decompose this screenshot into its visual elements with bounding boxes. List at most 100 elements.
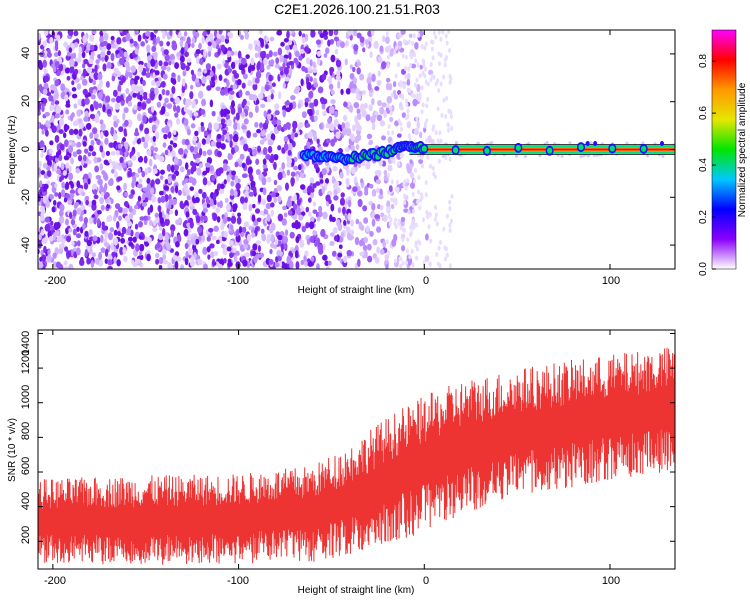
- noise-speckle: [347, 30, 352, 36]
- noise-speckle: [238, 89, 243, 98]
- noise-speckle: [87, 171, 92, 180]
- noise-speckle: [200, 109, 206, 115]
- noise-speckle: [300, 78, 304, 87]
- noise-speckle: [357, 198, 363, 208]
- noise-speckle: [164, 193, 169, 202]
- noise-speckle: [72, 209, 77, 217]
- noise-speckle: [331, 216, 336, 223]
- noise-speckle: [73, 30, 79, 37]
- noise-speckle: [107, 259, 113, 266]
- noise-speckle: [213, 122, 219, 131]
- noise-speckle: [240, 232, 245, 238]
- noise-speckle: [350, 145, 355, 152]
- noise-speckle: [371, 188, 377, 197]
- noise-speckle: [284, 262, 288, 269]
- noise-speckle: [244, 32, 250, 40]
- noise-speckle: [255, 226, 259, 231]
- noise-speckle: [354, 262, 358, 269]
- noise-speckle: [313, 162, 319, 170]
- noise-speckle: [181, 85, 186, 94]
- noise-speckle: [318, 205, 323, 213]
- noise-speckle: [335, 59, 342, 68]
- noise-speckle: [390, 203, 395, 210]
- noise-speckle: [97, 209, 102, 215]
- noise-speckle: [306, 238, 311, 246]
- noise-speckle: [434, 205, 438, 211]
- noise-speckle: [216, 31, 220, 40]
- noise-speckle: [85, 199, 89, 206]
- noise-speckle: [337, 252, 343, 258]
- noise-speckle: [320, 228, 326, 238]
- noise-speckle: [156, 36, 161, 44]
- noise-speckle: [80, 159, 85, 166]
- noise-speckle: [417, 189, 421, 195]
- noise-speckle: [216, 140, 222, 149]
- noise-speckle: [321, 168, 327, 176]
- noise-speckle: [298, 30, 302, 37]
- noise-speckle: [106, 61, 112, 69]
- noise-speckle: [151, 79, 156, 86]
- noise-speckle: [267, 109, 272, 114]
- noise-speckle: [438, 239, 442, 245]
- noise-speckle: [101, 170, 106, 175]
- noise-speckle: [183, 183, 188, 192]
- noise-speckle: [203, 263, 208, 269]
- noise-speckle: [209, 70, 214, 78]
- noise-speckle: [233, 190, 238, 198]
- noise-speckle: [359, 251, 365, 257]
- noise-speckle: [63, 155, 70, 161]
- noise-speckle: [380, 212, 385, 218]
- noise-speckle: [76, 226, 80, 232]
- noise-speckle: [301, 111, 307, 119]
- noise-speckle: [60, 238, 66, 244]
- noise-speckle: [285, 182, 290, 191]
- noise-speckle: [224, 86, 228, 94]
- noise-speckle: [280, 41, 285, 47]
- noise-speckle: [136, 183, 143, 189]
- noise-speckle: [239, 196, 245, 204]
- noise-speckle: [53, 163, 58, 172]
- noise-speckle: [388, 83, 393, 91]
- noise-speckle: [259, 122, 263, 128]
- noise-speckle: [99, 35, 104, 44]
- noise-speckle: [385, 239, 389, 245]
- noise-speckle: [340, 231, 345, 238]
- noise-speckle: [127, 236, 133, 242]
- noise-speckle: [100, 191, 105, 197]
- noise-speckle: [164, 112, 170, 117]
- noise-speckle: [359, 36, 365, 43]
- noise-speckle: [49, 36, 54, 44]
- noise-speckle: [189, 91, 194, 100]
- noise-speckle: [91, 199, 97, 206]
- noise-speckle: [246, 233, 252, 242]
- noise-speckle: [122, 247, 127, 255]
- noise-speckle: [346, 182, 350, 188]
- noise-speckle: [283, 38, 290, 43]
- noise-speckle: [158, 265, 163, 269]
- noise-speckle: [439, 36, 443, 42]
- noise-speckle: [271, 191, 276, 198]
- noise-speckle: [58, 149, 62, 156]
- noise-speckle: [416, 83, 421, 93]
- noise-speckle: [54, 113, 60, 119]
- noise-speckle: [100, 123, 106, 132]
- noise-speckle: [282, 235, 289, 244]
- noise-speckle: [122, 137, 127, 143]
- noise-speckle: [226, 174, 231, 183]
- noise-speckle: [96, 218, 101, 227]
- noise-speckle: [568, 141, 572, 145]
- noise-speckle: [116, 259, 121, 267]
- noise-speckle: [260, 66, 265, 72]
- noise-speckle: [209, 243, 215, 249]
- noise-speckle: [377, 99, 382, 107]
- noise-speckle: [255, 169, 261, 176]
- noise-speckle: [341, 206, 346, 215]
- noise-speckle: [260, 38, 264, 47]
- noise-speckle: [523, 155, 527, 159]
- noise-speckle: [273, 153, 279, 161]
- noise-speckle: [314, 241, 318, 247]
- noise-speckle: [401, 245, 406, 252]
- noise-speckle: [179, 39, 184, 48]
- noise-speckle: [356, 61, 361, 67]
- noise-speckle: [295, 85, 301, 93]
